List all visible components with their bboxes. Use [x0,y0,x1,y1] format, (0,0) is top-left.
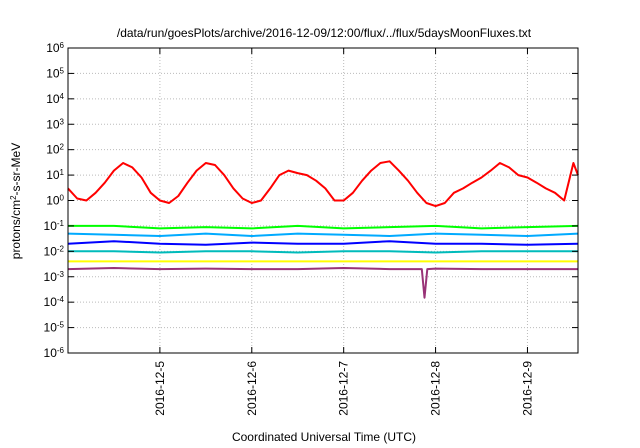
x-axis-label: Coordinated Universal Time (UTC) [232,430,416,444]
y-tick-base: 10 [46,92,60,106]
y-tick-base: 10 [46,117,60,131]
y-tick-exp: 5 [60,66,65,75]
y-tick-exp: -3 [57,269,65,278]
y-tick-base: 10 [44,219,58,233]
series-lines [67,160,579,299]
y-tick-exp: -4 [57,295,65,304]
y-axis-label: protons/cm2-s-sr-MeV [9,143,24,259]
y-tick-base: 10 [46,194,60,208]
x-tick-label: 2016-12-5 [153,361,167,416]
y-tick-exp: 2 [60,142,65,151]
y-tick-exp: -1 [57,218,65,227]
y-tick-exp: -2 [57,244,65,253]
y-tick-label: 10-1 [44,218,65,233]
y-tick-base: 10 [44,346,58,360]
y-tick-label: 104 [46,91,64,106]
y-tick-base: 10 [46,66,60,80]
y-tick-base: 10 [44,270,58,284]
series-line-1 [67,160,579,208]
y-tick-label: 10-2 [44,244,65,258]
y-tick-base: 10 [44,321,58,335]
y-tick-exp: 4 [60,91,65,100]
y-tick-exp: 1 [60,168,65,177]
y-tick-exp: 0 [60,193,65,202]
y-axis-label-post: -s-sr-MeV [9,143,23,196]
x-tick-label: 2016-12-9 [520,361,534,416]
y-tick-label: 106 [46,41,64,56]
x-tick-label: 2016-12-6 [245,361,259,416]
series-line-2 [68,224,579,230]
y-axis: 10-610-510-410-310-210-11001011021031041… [44,41,578,361]
y-tick-label: 100 [46,193,64,208]
y-tick-base: 10 [44,295,58,309]
series-line-3 [67,232,579,237]
y-tick-label: 10-5 [44,320,65,335]
series-line-4 [67,240,579,246]
y-tick-label: 10-3 [44,269,65,284]
y-tick-exp: -5 [57,320,65,329]
y-tick-label: 10-6 [44,346,65,361]
y-tick-base: 10 [46,168,60,182]
y-tick-base: 10 [44,244,58,258]
x-axis: 2016-12-5 2016-12-6 2016-12-7 2016-12-8 2016… [153,48,534,416]
y-tick-base: 10 [46,143,60,157]
x-tick-label: 2016-12-8 [429,361,443,416]
x-tick-label: 2016-12-7 [337,361,351,416]
series-line-7 [67,267,578,299]
grid-lines [68,48,578,353]
y-axis-label-pre: protons/cm [9,200,23,259]
y-tick-base: 10 [46,41,60,55]
chart-title: /data/run/goesPlots/archive/2016-12-09/1… [117,26,532,40]
y-tick-label: 101 [46,168,64,183]
y-tick-label: 105 [46,66,64,81]
y-tick-label: 102 [46,142,64,157]
y-axis-label-sup: 2 [9,195,18,200]
series-line-5 [68,250,578,254]
y-tick-label: 10-4 [44,295,65,310]
y-tick-label: 103 [46,117,64,132]
y-tick-exp: 6 [60,41,65,50]
y-tick-exp: 3 [60,117,65,126]
y-tick-exp: -6 [57,346,65,355]
